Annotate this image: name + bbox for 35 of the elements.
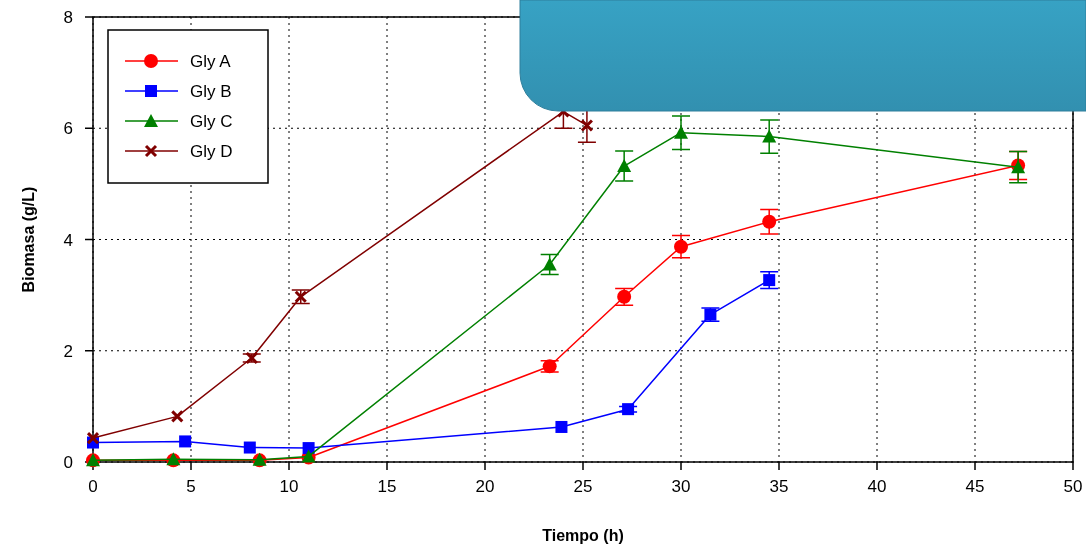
legend-label: Gly A bbox=[190, 52, 232, 71]
y-tick-label: 2 bbox=[63, 341, 73, 361]
x-axis-title: Tiempo (h) bbox=[542, 527, 624, 544]
y-tick-label: 4 bbox=[63, 230, 73, 250]
x-tick-label: 10 bbox=[279, 477, 299, 496]
point bbox=[674, 239, 688, 254]
point bbox=[555, 420, 568, 433]
point bbox=[762, 214, 777, 229]
point bbox=[674, 125, 688, 139]
point bbox=[617, 159, 632, 173]
legend-label: Gly B bbox=[190, 82, 232, 101]
x-tick-label: 40 bbox=[867, 477, 887, 496]
legend-label: Gly C bbox=[190, 112, 233, 131]
x-tick-label: 25 bbox=[573, 477, 593, 496]
y-axis-title: Biomasa (g/L) bbox=[20, 186, 37, 293]
point bbox=[580, 118, 594, 132]
point bbox=[179, 435, 192, 448]
y-tick-label: 0 bbox=[63, 453, 73, 472]
x-tick-label: 0 bbox=[88, 477, 98, 496]
point bbox=[762, 129, 777, 143]
x-tick-label: 50 bbox=[1063, 477, 1083, 496]
point bbox=[170, 409, 184, 423]
x-tick-label: 35 bbox=[769, 477, 789, 496]
point bbox=[622, 403, 635, 416]
point bbox=[243, 441, 256, 454]
x-tick-label: 30 bbox=[671, 477, 691, 496]
x-tick-label: 15 bbox=[377, 477, 397, 496]
point bbox=[542, 257, 557, 271]
x-tick-label: 20 bbox=[475, 477, 495, 496]
legend-label: Gly D bbox=[190, 142, 233, 161]
x-tick-label: 45 bbox=[965, 477, 985, 496]
point bbox=[86, 431, 100, 445]
y-tick-label: 8 bbox=[63, 8, 73, 27]
x-tick-label: 5 bbox=[186, 477, 196, 496]
y-tick-label: 6 bbox=[63, 119, 73, 139]
